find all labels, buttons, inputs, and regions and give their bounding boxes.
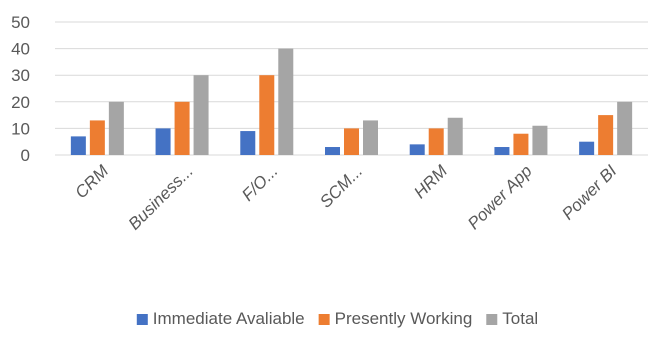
legend-swatch (486, 314, 498, 325)
bar-total (108, 101, 124, 155)
bar-immediate-avaliable (155, 128, 171, 155)
category-label: CRM (71, 161, 112, 202)
y-tick-label: 0 (21, 146, 30, 165)
category-label: F/O... (238, 161, 281, 204)
category-label: Business... (125, 161, 197, 233)
bar-total (617, 101, 633, 155)
bar-presently-working (428, 128, 444, 155)
legend-label: Immediate Avaliable (153, 309, 305, 328)
bar-immediate-avaliable (409, 144, 425, 155)
bar-presently-working (344, 128, 359, 155)
bar-presently-working (259, 75, 275, 155)
legend-label: Presently Working (335, 309, 473, 328)
bar-presently-working (89, 120, 105, 155)
bars (70, 48, 633, 155)
bar-presently-working (174, 101, 190, 155)
category-label: HRM (410, 161, 451, 202)
y-tick-label: 20 (11, 93, 30, 112)
bar-total (532, 125, 548, 155)
legend-label: Total (502, 309, 538, 328)
legend-swatch (136, 314, 148, 325)
bar-immediate-avaliable (325, 147, 340, 155)
bar-total (447, 117, 463, 155)
legend-item: Immediate Avaliable (136, 309, 305, 328)
bar-immediate-avaliable (240, 131, 256, 155)
category-label: Power App (464, 161, 536, 233)
y-tick-label: 50 (11, 13, 30, 32)
legend-item: Presently Working (318, 309, 473, 328)
y-tick-label: 10 (11, 119, 30, 138)
legend: Immediate Avaliable Presently Working Tota… (136, 309, 538, 328)
legend-swatch (318, 314, 330, 325)
bar-presently-working (513, 133, 529, 155)
bar-total (363, 120, 378, 155)
gridlines (55, 21, 648, 156)
y-tick-label: 40 (11, 40, 30, 59)
category-label: Power BI (558, 161, 620, 223)
bar-immediate-avaliable (494, 147, 510, 155)
legend-item: Total (486, 309, 538, 328)
category-axis-labels: CRM Business... F/O... SCM... HRM Power App Po… (71, 161, 620, 234)
y-tick-label: 30 (11, 66, 30, 85)
bar-total (278, 48, 294, 155)
category-label: SCM... (316, 161, 366, 211)
bar-total (193, 75, 209, 155)
bar-presently-working (598, 115, 614, 155)
y-axis-ticks: 0 10 20 30 40 50 (11, 13, 30, 165)
bar-immediate-avaliable (70, 136, 86, 155)
bar-immediate-avaliable (579, 141, 595, 155)
